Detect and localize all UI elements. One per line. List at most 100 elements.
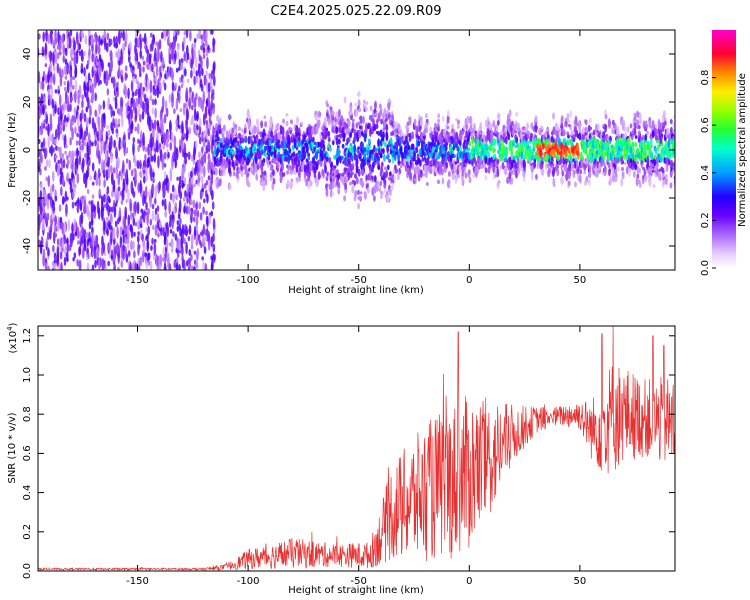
- spectrogram-cell: [71, 201, 75, 209]
- spectrogram-cell: [602, 137, 606, 143]
- spectrogram-cell: [57, 159, 60, 164]
- spectrogram-cell: [183, 36, 186, 45]
- spectrogram-cell: [380, 194, 383, 200]
- spectrogram-cell: [112, 167, 116, 174]
- spectrogram-cell: [383, 186, 387, 193]
- spectrogram-cell: [59, 251, 63, 260]
- spectrogram-cell: [363, 151, 367, 160]
- spectrogram-cell: [336, 169, 339, 175]
- spectrogram-cell: [121, 192, 125, 201]
- spectrogram-cell: [134, 91, 137, 97]
- spectrogram-cell: [105, 229, 109, 234]
- spectrogram-cell: [122, 30, 125, 41]
- spectrogram-cell: [94, 126, 97, 134]
- spectrogram-cell: [42, 219, 45, 232]
- spectrogram-cell: [169, 119, 172, 134]
- spectrogram-cell: [100, 140, 103, 155]
- spectrogram-cell: [167, 151, 170, 159]
- spectrogram-cell: [325, 188, 329, 197]
- spectrogram-cell: [90, 33, 94, 47]
- spectrogram-cell: [165, 185, 169, 191]
- spectrogram-cell: [66, 154, 69, 161]
- spectrogram-cell: [142, 209, 146, 224]
- spectrogram-cell: [423, 164, 427, 173]
- spectrogram-cell: [68, 37, 72, 49]
- spectrogram-cell: [461, 171, 465, 177]
- spectrogram-cell: [183, 176, 187, 185]
- spectrogram-cell: [309, 181, 313, 187]
- spectrogram-cell: [84, 73, 88, 85]
- spectrogram-cell: [592, 149, 596, 156]
- spectrogram-cell: [143, 175, 146, 184]
- spectrogram-cell: [295, 177, 299, 182]
- spectrogram-cell: [217, 136, 220, 142]
- spectrogram-cell: [95, 174, 99, 187]
- spectrogram-cell: [633, 125, 637, 131]
- spectrogram-cell: [446, 109, 450, 117]
- spectrogram-cell: [96, 246, 99, 258]
- spectrogram-cell: [59, 216, 63, 223]
- spectrogram-cell: [132, 142, 135, 156]
- spectrogram-cell: [125, 147, 128, 153]
- spectrogram-cell: [145, 73, 148, 83]
- spectrogram-cell: [53, 262, 57, 270]
- spectrogram-cell: [244, 137, 248, 144]
- spectrogram-cell: [457, 119, 461, 124]
- spectrogram-cell: [38, 158, 41, 166]
- spectrogram-cell: [44, 262, 48, 270]
- spectrogram-cell: [235, 172, 239, 178]
- spectrogram-cell: [88, 79, 92, 86]
- spectrogram-cell: [584, 147, 588, 155]
- spectrogram-cell: [552, 166, 556, 174]
- spectrogram-cell: [131, 65, 135, 71]
- spectrogram-cell: [62, 44, 66, 57]
- spectrogram-cell: [203, 151, 207, 164]
- spectrogram-cell: [560, 177, 564, 186]
- spectrogram-cell: [136, 235, 140, 243]
- spectrogram-cell: [277, 151, 281, 157]
- spectrogram-cell: [48, 192, 51, 201]
- spectrogram-cell: [94, 245, 97, 251]
- spectrogram-cell: [484, 175, 488, 181]
- spectrogram-cell: [446, 151, 450, 160]
- spectrogram-cell: [597, 123, 601, 132]
- spectrogram-cell: [132, 261, 135, 270]
- spectrogram-cell: [566, 112, 570, 121]
- spectrogram-cell: [522, 159, 526, 168]
- spectrogram-cell: [38, 218, 41, 231]
- spectrogram-cell: [178, 175, 182, 185]
- spectrogram-cell: [212, 125, 215, 139]
- spectrogram-cell: [168, 220, 172, 228]
- spectrogram-cell: [380, 148, 384, 153]
- spectrogram-cell: [569, 155, 573, 164]
- spectrogram-cell: [88, 116, 92, 125]
- spectrogram-cell: [193, 250, 197, 255]
- spectrogram-cell: [638, 167, 641, 174]
- spectrogram-cell: [42, 248, 46, 262]
- spectrogram-cell: [141, 100, 145, 112]
- spectrogram-cell: [492, 120, 496, 128]
- spectrogram-cell: [271, 136, 275, 141]
- spectrogram-cell: [89, 140, 92, 148]
- spectrogram-cell: [103, 204, 107, 209]
- spectrogram-cell: [91, 52, 95, 63]
- spectrogram-cell: [636, 160, 639, 165]
- spectrogram-cell: [383, 179, 387, 185]
- spectrogram-cell: [161, 106, 164, 114]
- spectrogram-cell: [357, 99, 361, 107]
- spectrogram-cell: [325, 156, 329, 163]
- spectrogram-cell: [325, 127, 329, 132]
- spectrogram-cell: [95, 34, 99, 43]
- spectrogram-cell: [331, 192, 335, 196]
- spectrogram-cell: [75, 140, 79, 146]
- spectrogram-cell: [558, 139, 561, 148]
- spectrogram-cell: [60, 112, 63, 122]
- spectrogram-cell: [388, 171, 392, 176]
- spectrogram-cell: [190, 186, 193, 194]
- spectrogram-cell: [584, 179, 587, 186]
- spectrogram-cell: [634, 141, 638, 148]
- spectrogram-cell: [195, 224, 199, 232]
- spectrogram-cell: [268, 129, 271, 139]
- spectrogram-cell: [526, 122, 529, 130]
- spectrogram-cell: [651, 169, 655, 173]
